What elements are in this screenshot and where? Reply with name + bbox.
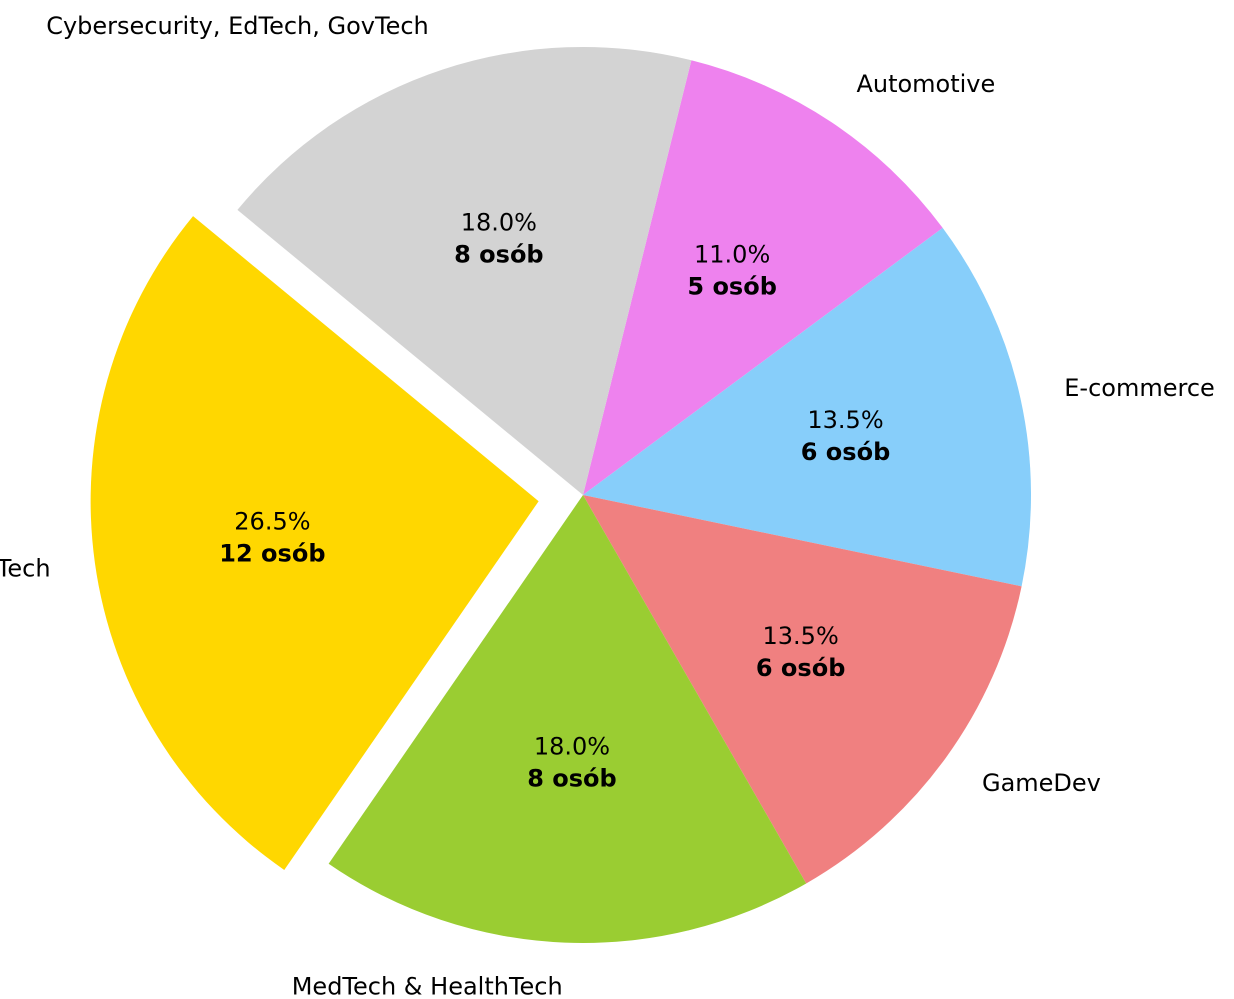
category-label: Cybersecurity, EdTech, GovTech — [46, 12, 429, 40]
pie-slice — [237, 47, 692, 496]
category-label: E-commerce — [1064, 374, 1215, 402]
count-label: 8 osób — [454, 241, 544, 269]
category-label: Automotive — [856, 70, 995, 98]
count-label: 6 osób — [756, 654, 846, 682]
percent-label: 18.0% — [461, 209, 537, 237]
percent-label: 13.5% — [807, 406, 883, 434]
category-label: GameDev — [982, 769, 1101, 797]
category-label: Tech — [0, 554, 51, 582]
percent-label: 13.5% — [763, 622, 839, 650]
percent-label: 11.0% — [694, 240, 770, 268]
pie-slice — [328, 495, 807, 943]
count-label: 5 osób — [687, 272, 777, 300]
percent-label: 26.5% — [234, 507, 310, 535]
pie-slice — [90, 216, 539, 870]
pie-slice — [583, 495, 1022, 884]
count-label: 6 osób — [801, 438, 891, 466]
percent-label: 18.0% — [534, 733, 610, 761]
count-label: 12 osób — [219, 539, 325, 567]
pie-slice — [583, 60, 943, 495]
category-label: MedTech & HealthTech — [292, 972, 563, 999]
pie-slice — [583, 227, 1031, 587]
count-label: 8 osób — [527, 765, 617, 793]
